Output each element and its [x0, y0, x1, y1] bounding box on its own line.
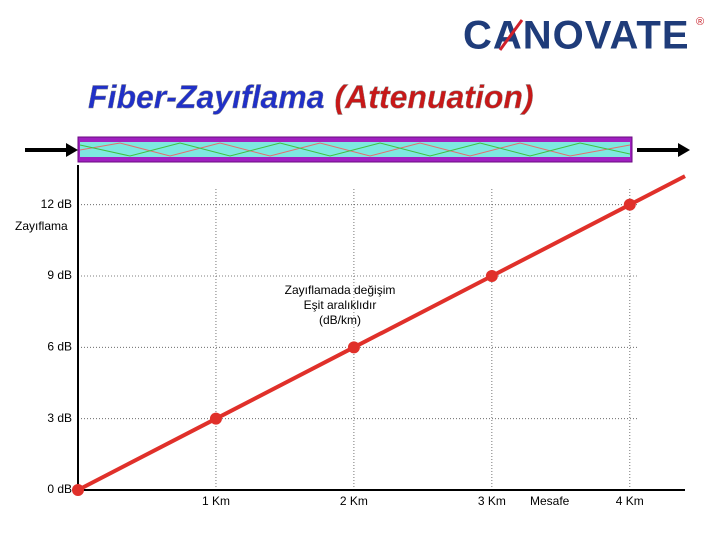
y-tick-label: 6 dB	[47, 340, 72, 354]
annotation: Zayıflamada değişim	[285, 283, 396, 297]
y-tick-label: 0 dB	[47, 482, 72, 496]
x-axis-label: Mesafe	[530, 494, 570, 508]
trend-extension	[628, 174, 686, 207]
data-point	[485, 270, 498, 282]
plot: 0 dB 3 dB 6 dB 9 dB 12 dB 1 Km 2 Km 3 Km 4 Km Zay…	[15, 165, 686, 508]
x-tick-label: 2 Km	[340, 494, 368, 508]
title-main: Fiber-Zayıflama	[88, 79, 325, 115]
chart-title: Fiber-Zayıflama (Attenuation)	[88, 79, 534, 115]
data-point	[623, 198, 636, 211]
logo: CANOVATE	[463, 14, 690, 58]
title-paren: (Attenuation)	[335, 79, 534, 115]
data-point	[209, 412, 222, 425]
logo-slash	[498, 19, 524, 51]
x-tick-label: 4 Km	[616, 494, 644, 508]
annotation: (dB/km)	[319, 313, 361, 327]
y-tick-label: 9 dB	[47, 268, 72, 282]
y-tick-label: 3 dB	[47, 411, 72, 425]
annotation: Eşit aralıklıdır	[304, 298, 377, 312]
y-axis-label: Zayıflama	[15, 219, 68, 233]
x-tick-label: 3 Km	[478, 494, 506, 508]
x-tick-label: 1 Km	[202, 494, 230, 508]
data-point	[347, 341, 360, 354]
y-tick-label: 12 dB	[41, 197, 72, 211]
fiber-graphic	[25, 136, 690, 163]
logo-mark: ®	[696, 16, 704, 28]
data-point	[72, 484, 84, 496]
